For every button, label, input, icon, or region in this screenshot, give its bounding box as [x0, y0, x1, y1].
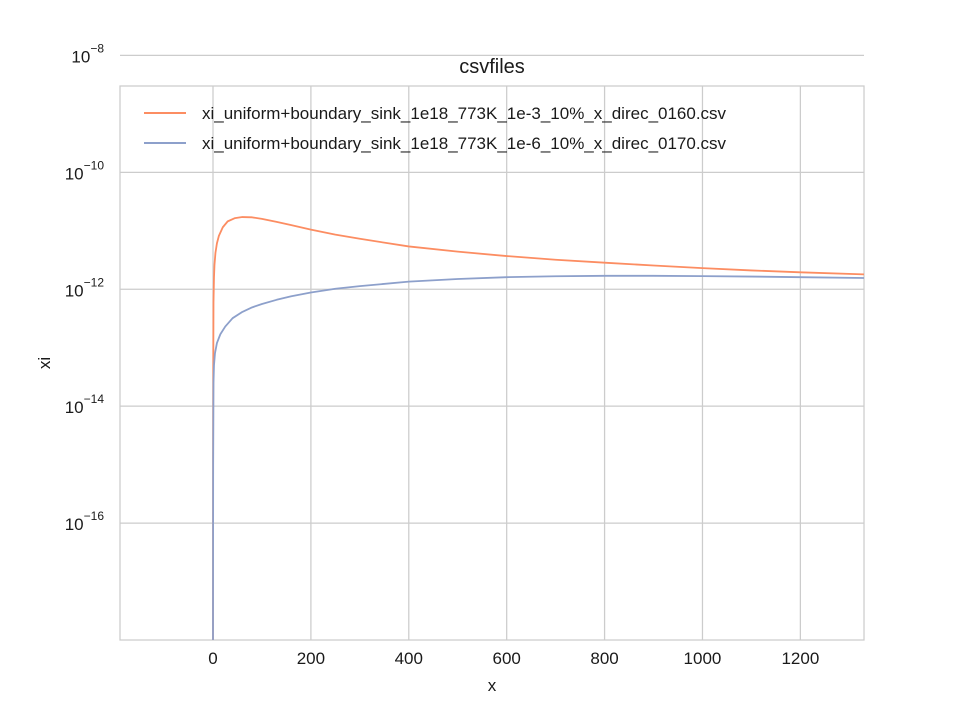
x-tick-label: 400: [395, 649, 423, 668]
y-tick-label: 10−8: [71, 41, 104, 66]
x-tick-label: 0: [208, 649, 217, 668]
x-axis-label: x: [488, 676, 497, 695]
legend: xi_uniform+boundary_sink_1e18_773K_1e-3_…: [144, 104, 727, 153]
plot-area-frame: [119, 85, 865, 641]
y-tick-labels: 10−16 10−14 10−12 10−10 10−8: [65, 41, 105, 534]
series-line-2: [212, 274, 865, 641]
x-tick-labels: 0 200 400 600 800 1000 1200: [208, 649, 819, 668]
series-group: [212, 216, 865, 641]
x-tick-label: 200: [297, 649, 325, 668]
chart-title: csvfiles: [459, 56, 525, 78]
x-tick-label: 800: [590, 649, 618, 668]
series-line-1: [212, 216, 865, 641]
y-tick-label: 10−14: [65, 392, 105, 417]
y-tick-label: 10−16: [65, 509, 105, 534]
x-tick-label: 1000: [684, 649, 722, 668]
grid-lines: [120, 54, 864, 640]
x-tick-label: 1200: [781, 649, 819, 668]
x-tick-label: 600: [492, 649, 520, 668]
y-axis-label: xi: [35, 357, 54, 369]
legend-label-2: xi_uniform+boundary_sink_1e18_773K_1e-6_…: [202, 134, 727, 153]
legend-label-1: xi_uniform+boundary_sink_1e18_773K_1e-3_…: [202, 104, 727, 123]
y-tick-label: 10−12: [65, 275, 105, 300]
y-tick-label: 10−10: [65, 158, 105, 183]
